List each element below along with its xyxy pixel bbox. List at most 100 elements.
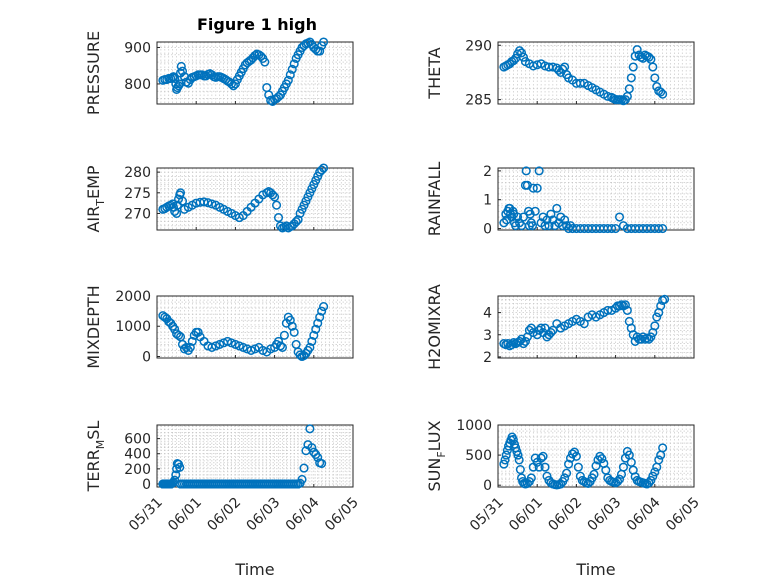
data-point [289, 59, 299, 69]
data-point [230, 79, 240, 89]
panel-5: 0 1000 2000 MIXDEPTH [84, 285, 354, 369]
data-point [527, 221, 538, 231]
data-point [658, 443, 668, 453]
x-tick-label: 06/01 [506, 495, 546, 535]
data-point [526, 473, 536, 483]
figure-title: Figure 1 high [197, 15, 317, 34]
y-tick-label: 900 [124, 40, 151, 56]
data-point [175, 188, 186, 198]
axes-box [156, 295, 354, 359]
data-point [540, 221, 550, 231]
data-point [275, 341, 286, 351]
data-point [187, 336, 197, 346]
data-point [226, 79, 237, 89]
data-point [185, 342, 195, 352]
data-point [534, 166, 544, 176]
data-point [571, 451, 581, 461]
data-point [291, 217, 301, 227]
y-axis-label: AIRTEMP [84, 165, 107, 232]
data-point [499, 218, 509, 228]
y-tick-label: 2000 [115, 289, 151, 305]
y-tick-label: 800 [124, 77, 151, 93]
data-point [562, 468, 572, 478]
data-point [285, 70, 295, 80]
data-point [177, 196, 188, 206]
data-point [174, 330, 184, 340]
data-point [611, 224, 621, 234]
x-tick-label: 06/05 [663, 495, 703, 535]
data-point [250, 50, 260, 61]
data-point [270, 192, 280, 202]
data-point [297, 474, 307, 484]
y-tick-label: 285 [465, 93, 492, 109]
data-point [287, 321, 297, 331]
data-point [501, 450, 511, 460]
data-point [228, 81, 238, 91]
data-point [507, 340, 517, 350]
y-tick-label: 270 [124, 206, 151, 222]
data-point [620, 300, 630, 310]
y-tick-label: 0 [483, 222, 492, 238]
x-axis-label: Time [575, 560, 615, 579]
y-axis-label: TERRMSL [84, 421, 107, 493]
data-point [315, 312, 325, 322]
data-point [293, 215, 303, 225]
data-point [500, 455, 510, 465]
y-axis-label: SUNFLUX [425, 420, 448, 491]
panel-2: 285 290 THETA [425, 38, 695, 109]
data-point [622, 305, 632, 315]
data-point [564, 459, 574, 469]
y-axis-label: H2OMIXRA [425, 284, 444, 370]
data-point [203, 198, 213, 208]
data-point [515, 46, 525, 56]
data-point [603, 91, 613, 101]
axes-box [497, 424, 695, 488]
data-point [538, 451, 548, 461]
data-point [299, 463, 309, 473]
data-point [307, 443, 317, 453]
data-point [654, 455, 664, 465]
axes-box [156, 41, 354, 105]
data-point [309, 330, 319, 340]
data-point [542, 471, 552, 481]
data-point [646, 332, 656, 342]
data-point [515, 464, 525, 475]
data-point [509, 55, 519, 66]
y-tick-label: 3 [483, 328, 492, 344]
panel-1: 800 900 PRESSURE [84, 31, 354, 115]
data-point [260, 57, 270, 67]
panel-6: 2 3 4 H2OMIXRA [425, 284, 695, 370]
data-point [652, 312, 662, 322]
y-tick-label: 600 [124, 432, 151, 448]
data-point [658, 89, 668, 99]
y-tick-label: 275 [124, 186, 151, 202]
data-point [518, 52, 529, 62]
data-point [532, 183, 542, 193]
data-point [644, 52, 654, 62]
y-tick-label: 0 [142, 349, 151, 365]
x-tick-label: 06/03 [244, 495, 284, 535]
panels: 800 900 PRESSURE 285 290 THETA 270 275 280 AIRTEM… [84, 31, 703, 579]
x-axis-label: Time [234, 560, 274, 579]
data-point [575, 78, 585, 88]
data-point [560, 473, 570, 483]
x-tick-label: 05/31 [126, 495, 166, 535]
data-point [287, 64, 297, 74]
x-tick-label: 06/04 [283, 494, 323, 534]
data-point [528, 61, 538, 71]
axes-box [497, 295, 695, 359]
data-point [603, 305, 613, 315]
x-tick-label: 06/02 [204, 495, 244, 535]
data-point [546, 327, 556, 338]
data-point [317, 306, 327, 316]
y-axis-label: MIXDEPTH [84, 285, 103, 368]
data-point [315, 46, 325, 56]
data-point [536, 453, 546, 463]
data-point [573, 462, 583, 472]
data-point [546, 209, 556, 219]
data-point [307, 336, 317, 346]
y-tick-label: 1000 [456, 418, 492, 434]
y-tick-label: 280 [124, 165, 151, 181]
data-point [540, 462, 550, 472]
data-point [648, 62, 658, 72]
